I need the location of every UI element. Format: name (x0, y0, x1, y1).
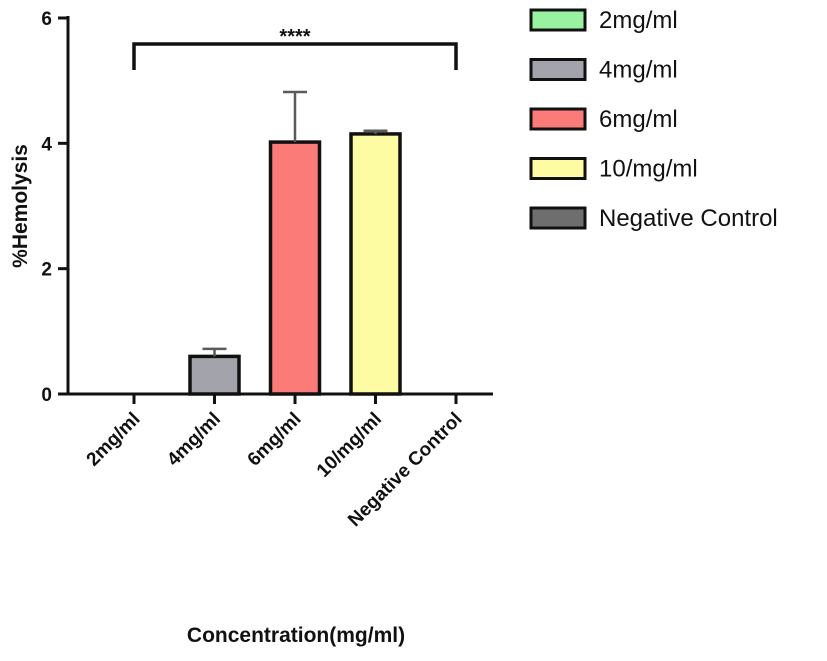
significance-label: **** (279, 26, 310, 48)
legend-label: 6mg/ml (599, 106, 678, 133)
y-axis-title: %Hemolysis (9, 144, 32, 268)
y-tick-label: 2 (41, 260, 52, 281)
bar (349, 132, 402, 396)
legend-label: 10/mg/ml (599, 156, 698, 183)
bar (188, 354, 241, 396)
legend-swatch (529, 58, 587, 81)
x-axis-title: Concentration(mg/ml) (187, 624, 405, 647)
significance-bracket (132, 42, 458, 70)
legend-label: 4mg/ml (599, 57, 678, 84)
legend-label: Negative Control (599, 205, 778, 232)
x-tick-label: 10/mg/ml (313, 409, 386, 482)
bar (268, 140, 322, 396)
x-tick-label: 2mg/ml (83, 409, 145, 471)
y-tick-label: 6 (41, 9, 52, 30)
y-tick-label: 0 (41, 385, 52, 406)
x-tick-label: 6mg/ml (244, 409, 306, 471)
legend-swatch (529, 157, 587, 180)
x-tick-label: 4mg/ml (163, 409, 225, 471)
legend-swatch (529, 107, 587, 131)
legend-swatch (529, 8, 587, 32)
legend-swatch (529, 206, 587, 230)
y-tick-label: 4 (41, 134, 52, 155)
legend-label: 2mg/ml (599, 7, 678, 34)
